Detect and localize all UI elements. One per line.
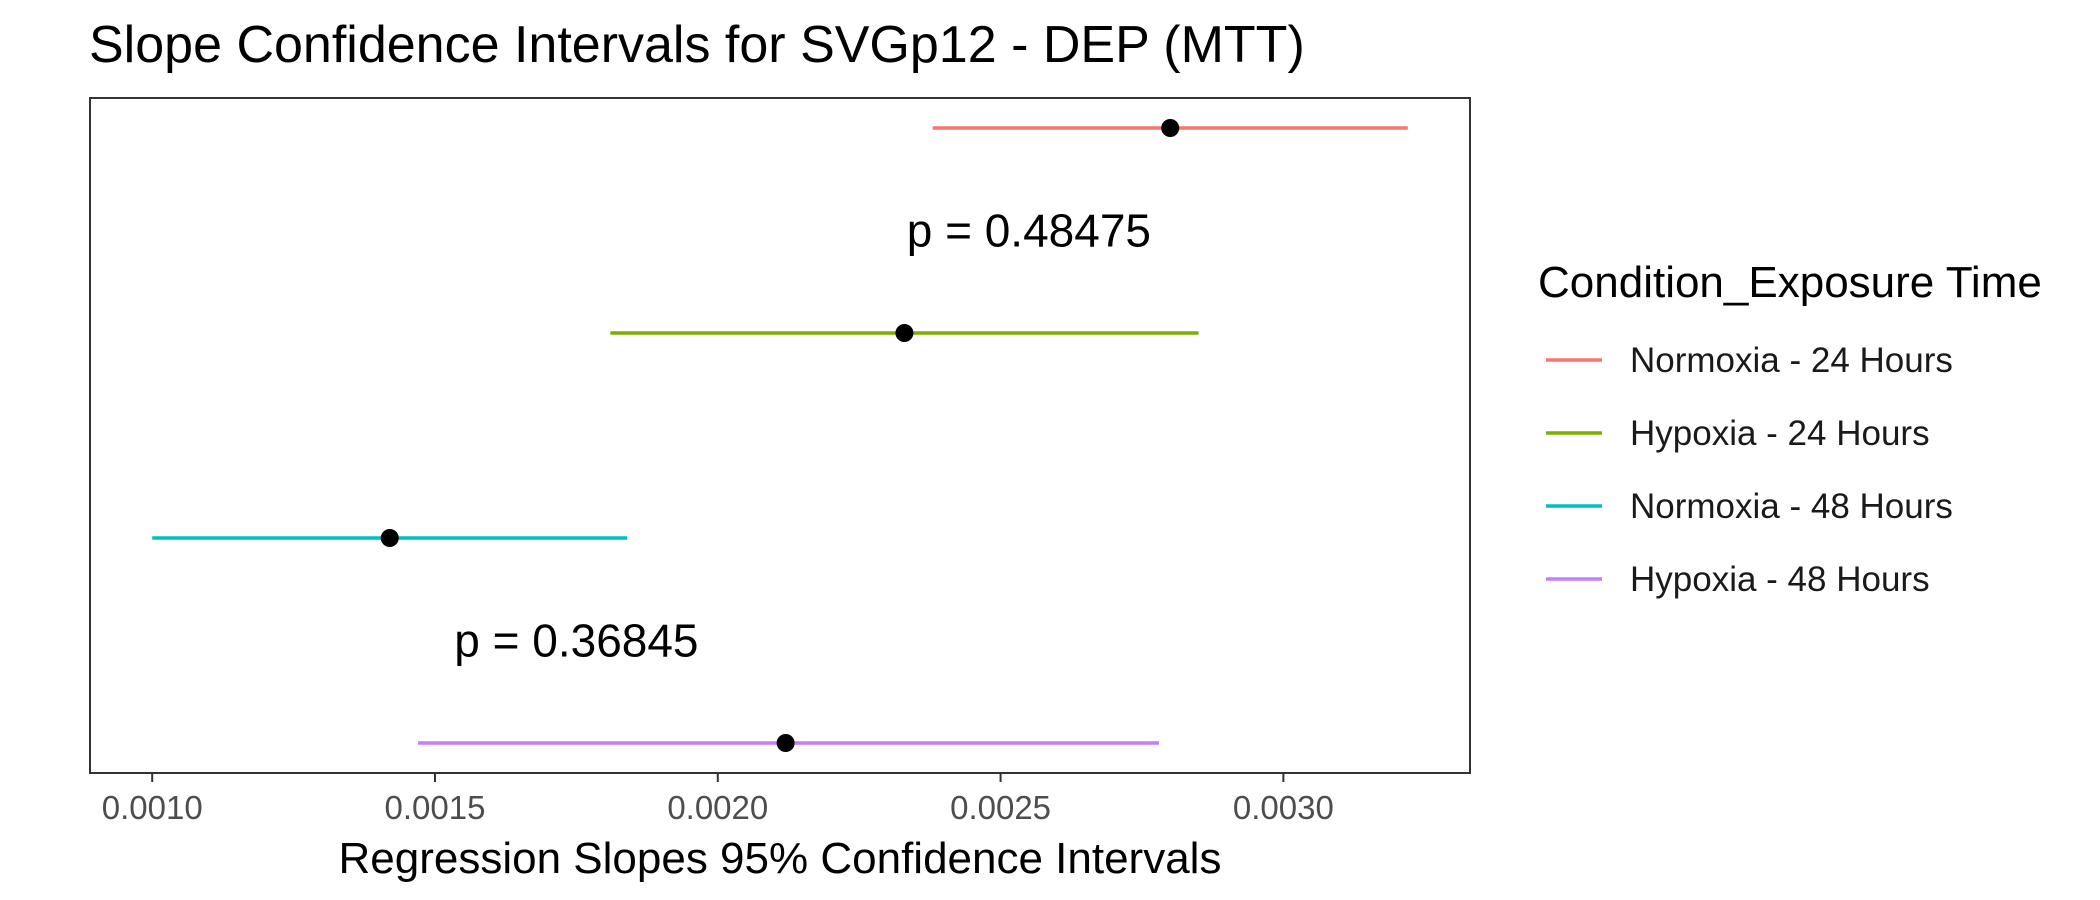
legend-title: Condition_Exposure Time bbox=[1538, 258, 2042, 307]
x-axis: 0.0010 0.0015 0.0020 0.0025 0.0030 bbox=[102, 773, 1334, 826]
x-tick-label: 0.0015 bbox=[385, 789, 486, 826]
annotations: p = 0.48475 p = 0.36845 bbox=[454, 205, 1151, 667]
x-tick-label: 0.0020 bbox=[667, 789, 768, 826]
legend-label: Hypoxia - 48 Hours bbox=[1630, 560, 1930, 599]
legend-label: Normoxia - 24 Hours bbox=[1630, 341, 1953, 380]
p-value-annotation: p = 0.48475 bbox=[907, 205, 1151, 257]
x-tick-label: 0.0030 bbox=[1233, 789, 1334, 826]
legend-label: Normoxia - 48 Hours bbox=[1630, 487, 1953, 526]
plot-panel bbox=[89, 97, 1471, 774]
estimate-point bbox=[776, 734, 795, 752]
legend: Condition_Exposure Time Normoxia - 24 Ho… bbox=[1538, 258, 2042, 599]
p-value-annotation: p = 0.36845 bbox=[454, 615, 698, 667]
estimate-point bbox=[380, 529, 399, 547]
chart-title: Slope Confidence Intervals for SVGp12 - … bbox=[89, 16, 1305, 74]
x-tick-label: 0.0010 bbox=[102, 789, 203, 826]
series-layer bbox=[152, 119, 1408, 752]
x-tick-label: 0.0025 bbox=[950, 789, 1051, 826]
x-axis-title: Regression Slopes 95% Confidence Interva… bbox=[339, 834, 1222, 883]
estimate-point bbox=[895, 324, 914, 342]
legend-items: Normoxia - 24 Hours Hypoxia - 24 Hours Nor… bbox=[1546, 341, 1953, 599]
estimate-point bbox=[1161, 119, 1180, 137]
legend-label: Hypoxia - 24 Hours bbox=[1630, 414, 1930, 453]
